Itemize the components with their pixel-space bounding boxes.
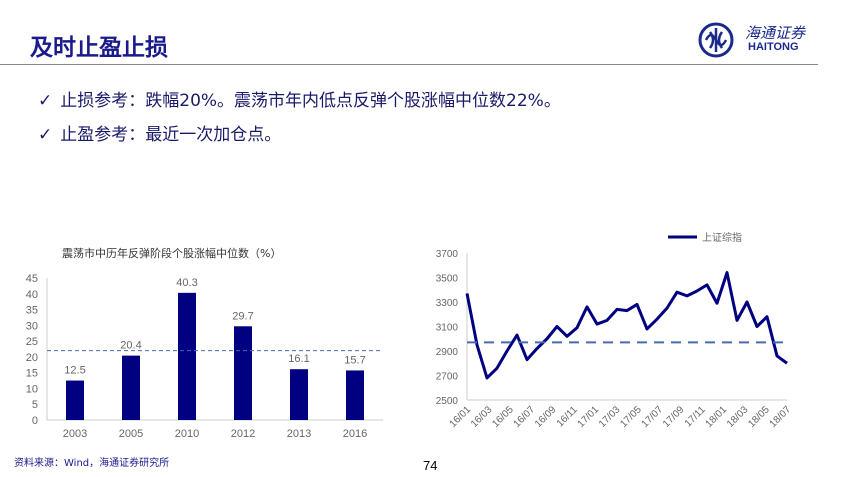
x-tick-label: 2010	[175, 428, 199, 440]
bar	[234, 326, 252, 420]
x-tick-label: 16/07	[512, 404, 538, 430]
y-tick-label: 20	[26, 352, 38, 364]
y-tick-label: 3700	[436, 249, 459, 260]
x-tick-label: 17/07	[640, 404, 666, 430]
check-icon: ✓	[38, 91, 53, 111]
y-tick-label: 3500	[436, 274, 459, 285]
bar-chart: 0 5 10 15 20 25 30 35 40 45 12.5 2003 20.4 2005 40.3 20…	[26, 273, 383, 440]
title-divider	[0, 64, 818, 65]
y-tick-label: 2500	[436, 396, 459, 407]
y-tick-label: 5	[32, 399, 38, 411]
y-tick-label: 2900	[436, 347, 459, 358]
x-tick-label: 16/05	[490, 404, 516, 430]
x-tick-label: 17/03	[597, 404, 623, 430]
x-tick-label: 16/11	[555, 404, 580, 429]
y-tick-label: 45	[26, 273, 38, 285]
y-tick-label: 40	[26, 289, 38, 301]
bullet-text: 止盈参考：最近一次加仓点。	[60, 125, 282, 145]
x-tick-label: 16/03	[469, 404, 495, 430]
x-tick-label: 2003	[63, 428, 87, 440]
source-note: 资料来源：Wind，海通证券研究所	[14, 458, 170, 469]
logo-text-en: HAITONG	[748, 41, 799, 53]
x-tick-label: 16/01	[448, 404, 474, 430]
haitong-logo-icon	[698, 22, 734, 58]
bar	[346, 370, 364, 420]
data-label: 20.4	[120, 340, 141, 352]
y-tick-label: 25	[26, 336, 38, 348]
data-label: 29.7	[232, 310, 253, 322]
page-title: 及时止盈止损	[30, 35, 168, 61]
index-series-line	[465, 271, 788, 380]
bar-chart-title: 震荡市中历年反弹阶段个股涨幅中位数（%）	[62, 247, 282, 260]
x-tick-label: 18/01	[704, 404, 730, 430]
bar	[290, 369, 308, 420]
x-tick-label: 16/09	[533, 404, 559, 430]
page-number: 74	[423, 458, 438, 473]
x-tick-label: 18/07	[768, 404, 794, 430]
bar	[178, 292, 196, 420]
check-icon: ✓	[38, 125, 53, 145]
x-tick-label: 2016	[343, 428, 367, 440]
y-tick-label: 35	[26, 305, 38, 317]
y-tick-label: 15	[26, 368, 38, 380]
y-tick-label: 0	[32, 415, 38, 427]
data-label: 15.7	[344, 354, 365, 366]
y-tick-label: 3300	[436, 298, 459, 309]
x-tick-label: 17/11	[683, 404, 708, 429]
bar	[66, 380, 84, 420]
y-tick-label: 10	[26, 383, 38, 395]
line-chart: 250027002900310033003500370016/0116/0316…	[436, 231, 794, 430]
y-tick-label: 30	[26, 320, 38, 332]
bullet-stop-loss: ✓ 止损参考：跌幅20%。震荡市年内低点反弹个股涨幅中位数22%。	[38, 86, 561, 111]
bar	[122, 355, 140, 420]
logo-text-cn: 海通证券	[745, 24, 806, 42]
x-tick-label: 2012	[231, 428, 255, 440]
y-tick-label: 3100	[436, 323, 459, 334]
bullet-text: 止损参考：跌幅20%。震荡市年内低点反弹个股涨幅中位数22%。	[60, 91, 561, 111]
data-label: 16.1	[288, 353, 309, 365]
x-tick-label: 17/05	[618, 404, 644, 430]
x-tick-label: 17/01	[576, 404, 602, 430]
y-tick-label: 2700	[436, 372, 459, 383]
x-tick-label: 2013	[287, 428, 311, 440]
data-label: 40.3	[176, 277, 197, 289]
legend-label: 上证综指	[702, 231, 742, 244]
data-label: 12.5	[64, 365, 85, 377]
x-tick-label: 18/05	[746, 404, 772, 430]
bullet-take-profit: ✓ 止盈参考：最近一次加仓点。	[38, 120, 281, 145]
x-tick-label: 2005	[119, 428, 143, 440]
x-tick-label: 17/09	[661, 404, 687, 430]
x-tick-label: 18/03	[725, 404, 751, 430]
